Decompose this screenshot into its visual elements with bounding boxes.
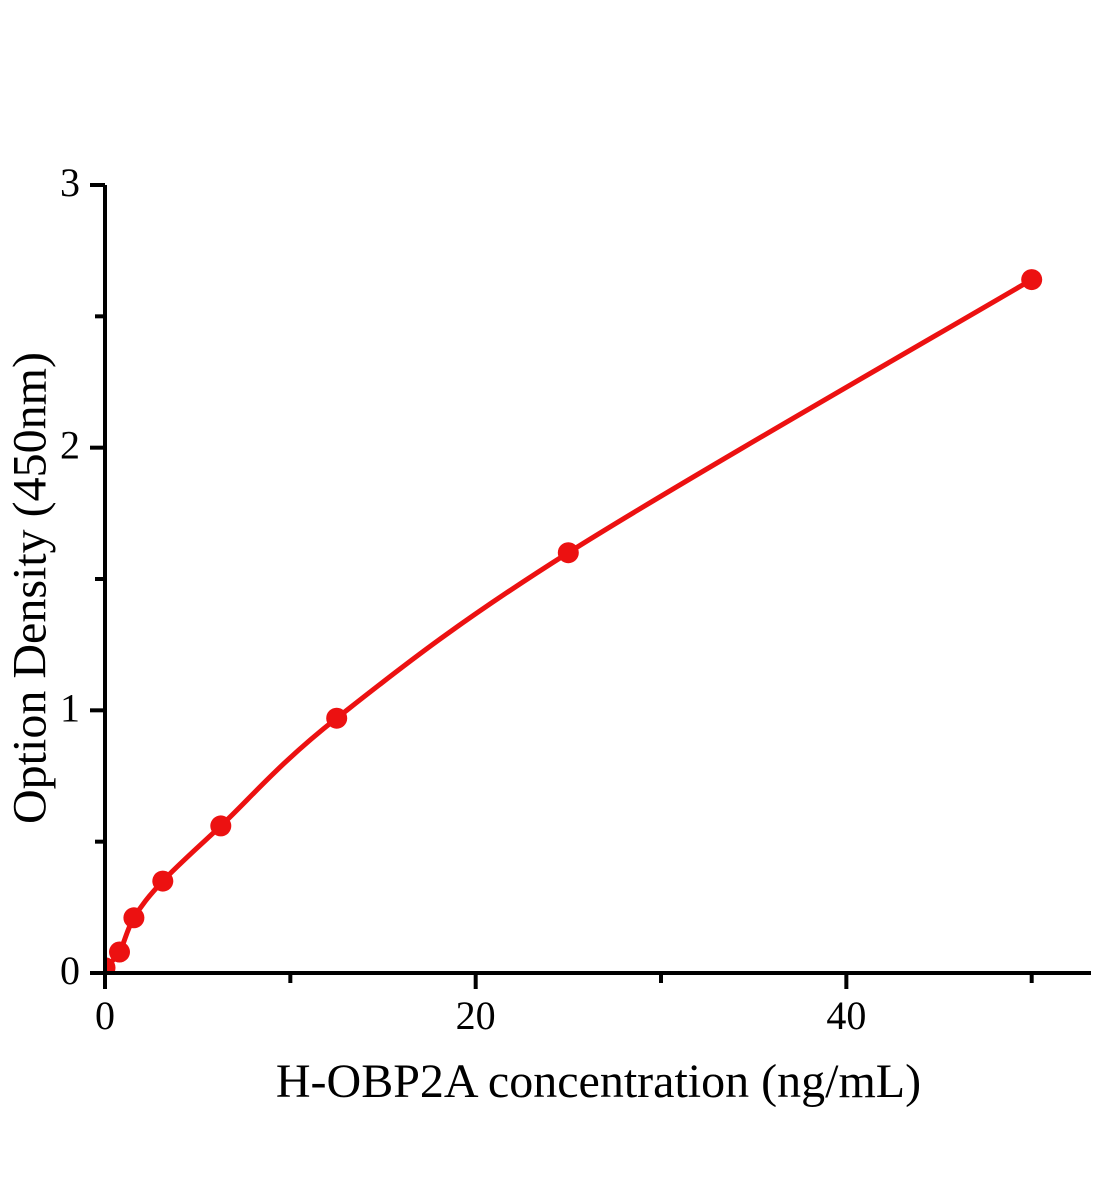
y-axis-title: Option Density (450nm)	[3, 352, 57, 824]
curve-line	[105, 277, 1033, 970]
x-axis-title: H-OBP2A concentration (ng/mL)	[275, 1055, 922, 1108]
data-point-marker	[557, 542, 579, 564]
y-tick-label: 2	[60, 423, 80, 468]
data-point-marker	[105, 957, 116, 975]
y-tick-label: 1	[60, 685, 80, 730]
data-point-marker	[152, 870, 174, 892]
data-point-marker	[109, 941, 130, 963]
axis-lines	[103, 185, 1091, 975]
series-group	[105, 269, 1043, 975]
x-tick-label: 20	[456, 993, 496, 1038]
data-point-marker	[123, 907, 145, 929]
data-point-marker	[1021, 269, 1043, 291]
data-point-marker	[326, 707, 348, 729]
data-point-marker	[210, 815, 232, 837]
y-tick-label: 0	[60, 948, 80, 993]
x-tick-label: 0	[95, 993, 115, 1038]
y-tick-label: 3	[60, 160, 80, 205]
x-tick-label: 40	[826, 993, 866, 1038]
